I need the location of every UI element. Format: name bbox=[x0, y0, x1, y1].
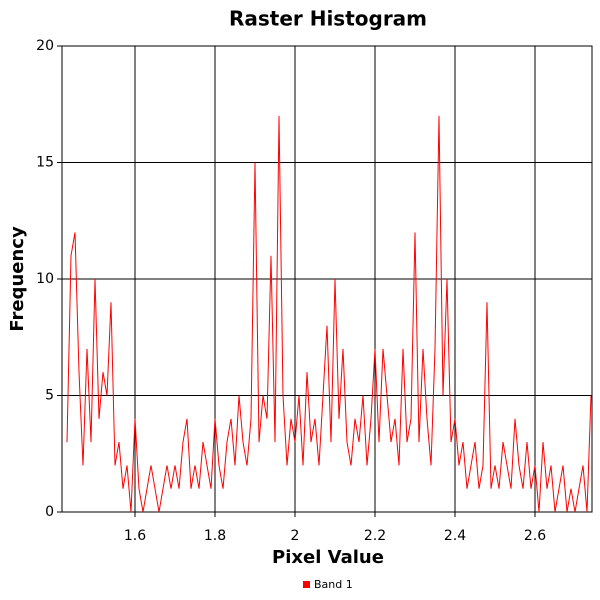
x-tick-label: 1.8 bbox=[204, 528, 226, 544]
x-tick-label: 1.6 bbox=[124, 528, 146, 544]
data-line bbox=[66, 115, 592, 513]
y-axis-label: Frequency bbox=[7, 226, 28, 332]
x-axis-label: Pixel Value bbox=[272, 547, 384, 568]
y-tick-label: 20 bbox=[36, 38, 54, 54]
x-tick-label: 2.6 bbox=[524, 528, 546, 544]
y-tick-label: 15 bbox=[36, 155, 54, 171]
x-tick-label: 2 bbox=[291, 528, 300, 544]
x-tick-label: 2.4 bbox=[444, 528, 466, 544]
legend-swatch bbox=[303, 581, 310, 588]
y-tick-label: 5 bbox=[45, 388, 54, 404]
x-tick-label: 2.2 bbox=[364, 528, 386, 544]
y-tick-label: 0 bbox=[45, 504, 54, 520]
y-tick-label: 10 bbox=[36, 271, 54, 287]
legend-label: Band 1 bbox=[314, 578, 353, 591]
chart-title: Raster Histogram bbox=[229, 7, 427, 31]
